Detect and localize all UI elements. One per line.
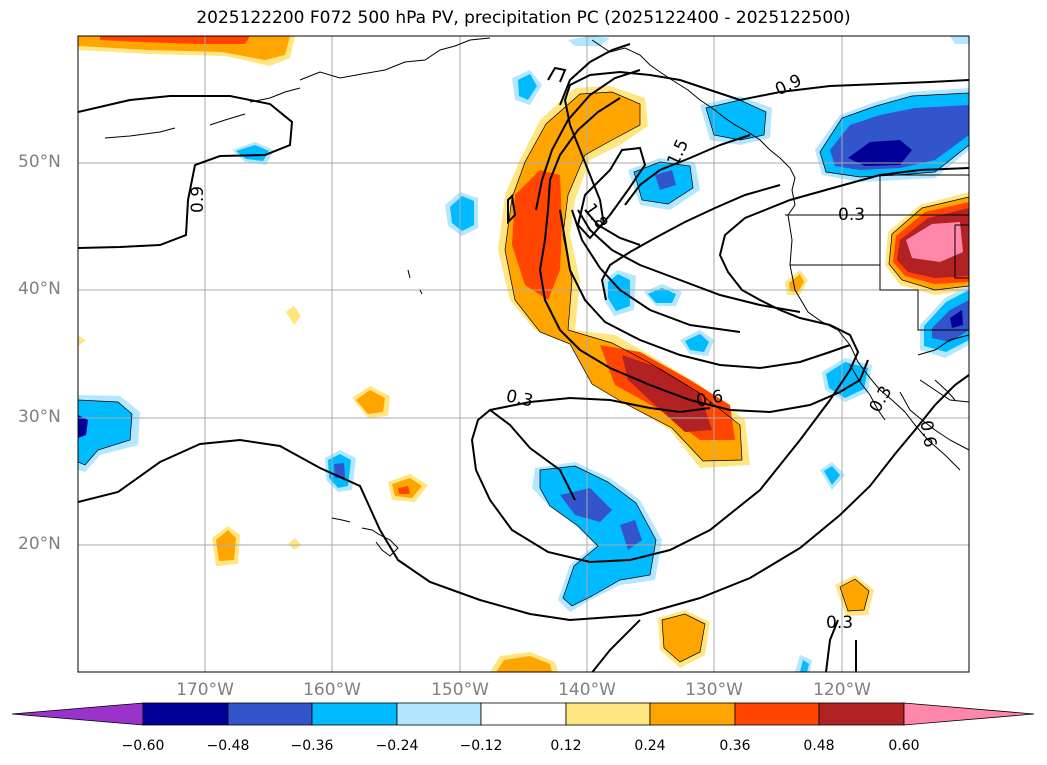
contour-label: 0.9 (188, 186, 208, 213)
colorbar-tick-label: −0.12 (459, 738, 503, 754)
colorbar-segment (649, 702, 736, 726)
lat-label: 40°N (18, 279, 61, 299)
contour-label: 0.9 (772, 71, 805, 101)
negative-anomaly (236, 145, 269, 161)
map-title: 2025122200 F072 500 hPa PV, precipitatio… (196, 8, 851, 28)
colorbar-extend-low (11, 702, 144, 726)
lat-label: 30°N (18, 407, 61, 427)
positive-anomaly (906, 222, 963, 262)
colorbar-tick-label: −0.24 (375, 738, 419, 754)
negative-anomaly (950, 36, 969, 44)
negative-anomaly (450, 196, 474, 231)
negative-anomaly-band (620, 520, 642, 550)
colorbar-tick-label: 0.48 (803, 738, 835, 754)
precip-anomaly-shading (78, 36, 969, 672)
colorbar-tick-label: −0.48 (206, 738, 250, 754)
colorbar-segment (565, 702, 651, 726)
colorbar-segment (818, 702, 905, 726)
coastlines (104, 37, 969, 557)
positive-anomaly-arc (505, 92, 742, 461)
contour-label: 1.8 (580, 200, 612, 234)
colorbar-segment (734, 702, 820, 726)
negative-anomaly (706, 100, 766, 140)
lon-label: 170°W (176, 680, 234, 700)
lon-label: 150°W (431, 680, 489, 700)
lon-label: 120°W (813, 680, 871, 700)
negative-anomaly (848, 140, 912, 166)
colorbar-segment (480, 702, 567, 726)
lat-label: 20°N (18, 534, 61, 554)
negative-anomaly (685, 334, 709, 352)
positive-anomaly (286, 306, 301, 325)
colorbar-segment (311, 702, 398, 726)
negative-anomaly (518, 74, 537, 100)
negative-anomaly (78, 415, 88, 438)
positive-anomaly (662, 614, 705, 662)
colorbar-tick-label: −0.36 (290, 738, 334, 754)
negative-anomaly (655, 170, 676, 190)
negative-anomaly (334, 463, 345, 478)
negative-anomaly (78, 400, 132, 465)
colorbar-segment (142, 702, 229, 726)
positive-anomaly-arc (622, 355, 712, 432)
contour-label: 0.3 (838, 205, 865, 225)
negative-anomaly (824, 466, 840, 485)
negative-anomaly (950, 310, 963, 328)
colorbar-tick-label: 0.60 (888, 738, 920, 754)
lat-label: 50°N (18, 152, 61, 172)
positive-anomaly (288, 538, 301, 550)
anomaly-boundaries (78, 91, 969, 663)
negative-anomaly (932, 300, 969, 342)
contour-label: 0.3 (866, 383, 897, 416)
contour-label: 0.3 (826, 613, 853, 633)
positive-anomaly (356, 390, 385, 414)
negative-anomaly (648, 288, 676, 303)
colorbar-tick-label: 0.24 (634, 738, 666, 754)
positive-anomaly (840, 579, 869, 611)
lon-label: 130°W (685, 680, 743, 700)
colorbar-tick-label: 0.12 (550, 738, 582, 754)
contour-label: 0.6 (915, 419, 939, 449)
positive-anomaly (398, 486, 410, 494)
colorbar-extend-high (903, 702, 1035, 726)
positive-anomaly (496, 656, 552, 672)
positive-anomaly (78, 336, 86, 346)
colorbar-segment (227, 702, 313, 726)
lon-label: 160°W (303, 680, 361, 700)
map-frame (77, 35, 970, 673)
pv-contours (78, 43, 969, 672)
lon-label: 140°W (558, 680, 616, 700)
contour-label: 0.3 (504, 386, 535, 411)
positive-anomaly (100, 36, 250, 44)
negative-anomaly (800, 660, 809, 672)
colorbar-segment (396, 702, 482, 726)
negative-anomaly (568, 36, 610, 46)
colorbar-tick-label: 0.36 (719, 738, 751, 754)
colorbar (11, 702, 1035, 726)
colorbar-tick-label: −0.60 (121, 738, 165, 754)
positive-anomaly (789, 274, 804, 292)
